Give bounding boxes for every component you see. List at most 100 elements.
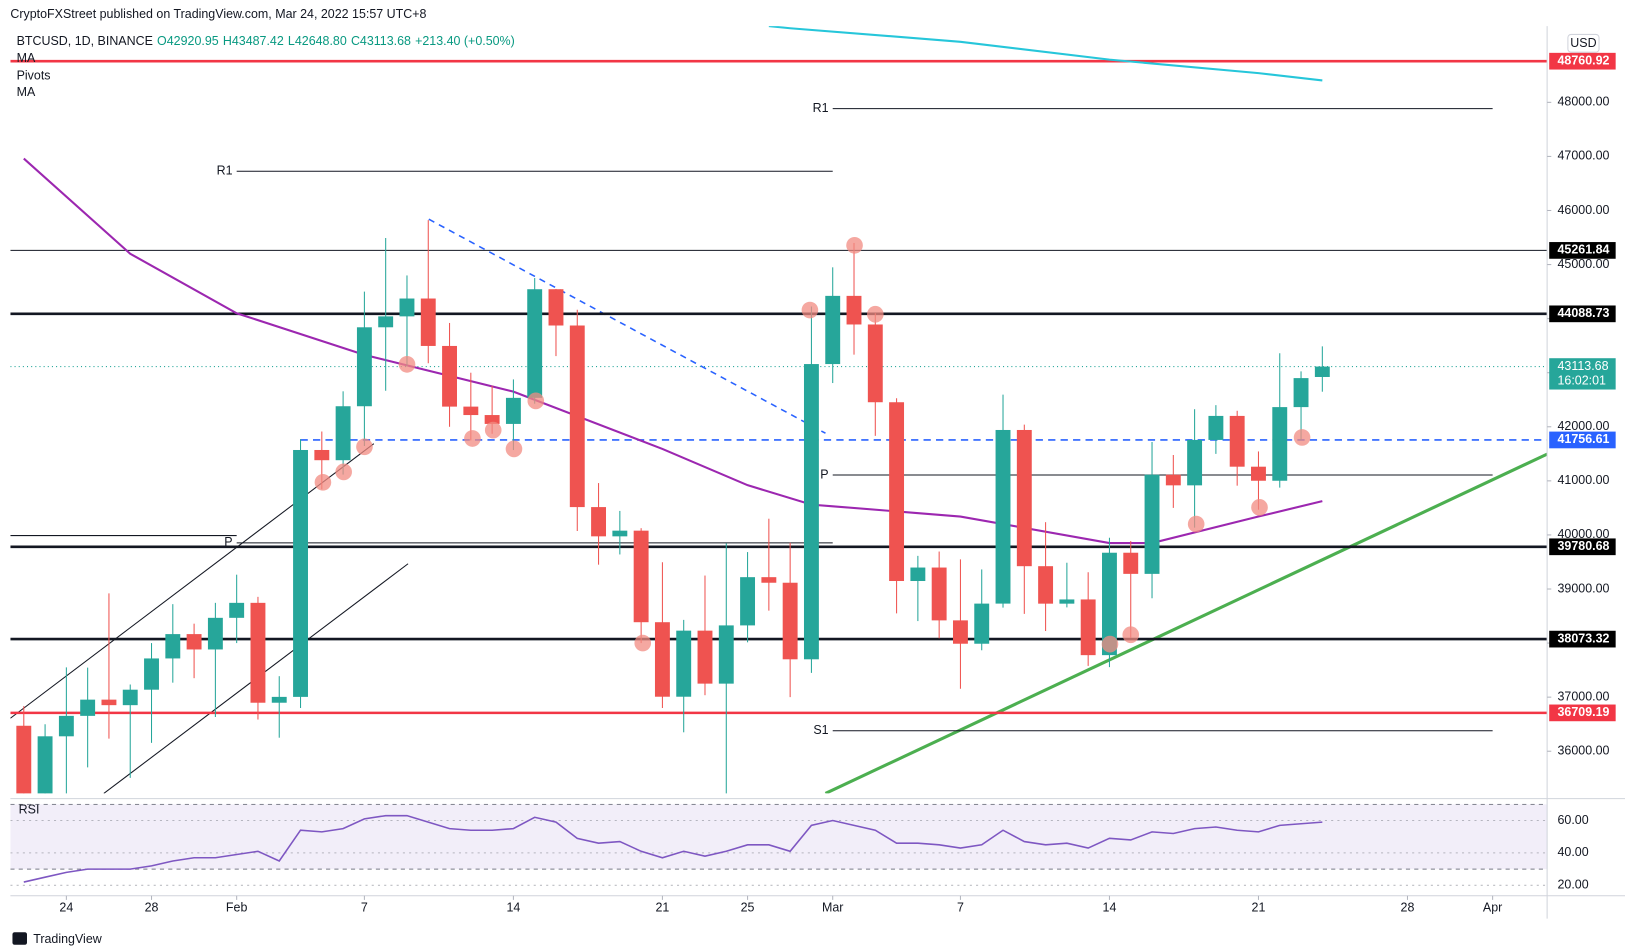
candle-body <box>1187 439 1203 486</box>
x-tick-label: 14 <box>1103 901 1117 915</box>
level-label-box <box>1549 52 1616 70</box>
pivot-label: R1 <box>813 101 829 115</box>
x-tick-label: 24 <box>59 901 73 915</box>
candle-body <box>293 449 308 697</box>
candle-body <box>505 397 521 424</box>
pivot-label: R1 <box>217 164 233 178</box>
x-tick-label: 21 <box>655 901 669 915</box>
brand: TradingView <box>33 932 102 946</box>
x-tick-label: 28 <box>145 901 159 915</box>
price-pane: R1 P R1 P S1 <box>10 59 1548 794</box>
candle-body <box>889 402 905 582</box>
candle-body <box>335 406 351 461</box>
candle-body <box>676 630 692 697</box>
candle-body <box>591 507 607 537</box>
change: +213.40 (+0.50%) <box>415 34 515 48</box>
candle-body <box>463 406 479 416</box>
moving-average <box>768 26 1323 82</box>
candle-body <box>782 582 798 660</box>
candle-body <box>442 345 457 407</box>
candle-body <box>1251 466 1266 481</box>
y-tick-label: 47000.00 <box>1558 149 1610 163</box>
pivot-label: P <box>224 535 232 549</box>
pivot-label: P <box>820 467 828 481</box>
last-price-label: 43113.68 <box>1558 359 1609 373</box>
candle-body <box>612 530 628 537</box>
candle-body <box>1123 552 1139 574</box>
x-tick-label: Apr <box>1483 901 1502 915</box>
candle-body <box>846 295 862 325</box>
rsi-tick-label: 20.00 <box>1558 878 1589 892</box>
candle-body <box>399 298 415 317</box>
markers <box>314 236 1311 653</box>
candle-body <box>207 617 223 650</box>
candle-body <box>229 602 245 618</box>
candle-body <box>974 603 990 644</box>
level-label-box <box>1549 431 1616 449</box>
published: CryptoFXStreet published on TradingView.… <box>10 7 426 21</box>
candle-body <box>1102 552 1117 656</box>
level-label-box <box>1549 630 1616 648</box>
symbol: BTCUSD, 1D, BINANCE <box>17 34 153 48</box>
candle-body <box>803 364 819 660</box>
trend-line <box>824 452 1548 794</box>
candle-body <box>527 289 543 398</box>
x-tick-label: Mar <box>822 901 843 915</box>
indicator: Pivots <box>17 68 51 82</box>
y-tick-label: 48000.00 <box>1558 95 1610 109</box>
candle-body <box>697 630 713 684</box>
level-label: 36709.19 <box>1558 705 1610 719</box>
x-tick-label: 14 <box>506 901 520 915</box>
x-tick-label: 28 <box>1401 901 1415 915</box>
candle-body <box>101 699 117 706</box>
candle-body <box>1229 415 1245 467</box>
y-tick-label: 46000.00 <box>1558 203 1610 217</box>
candle-body <box>1059 599 1075 604</box>
candle-body <box>761 577 777 583</box>
level-label-box <box>1549 242 1616 259</box>
y-tick-label: 40000.00 <box>1558 527 1610 541</box>
candle-body <box>250 602 266 703</box>
level-label: 38073.32 <box>1558 631 1610 645</box>
axes <box>10 26 1625 919</box>
candle-body <box>952 620 968 644</box>
currency: USD <box>1570 36 1596 50</box>
candle-body <box>1080 599 1096 656</box>
close: C43113.68 <box>351 34 411 48</box>
candle-body <box>165 634 181 659</box>
countdown: 16:02:01 <box>1558 373 1607 387</box>
candle-body <box>1016 429 1032 567</box>
indicator: MA <box>17 85 36 99</box>
level-label: 44088.73 <box>1558 306 1610 320</box>
pivot-label: S1 <box>813 723 828 737</box>
indicator: MA <box>17 51 36 65</box>
level-label: 41756.61 <box>1558 432 1610 446</box>
open: O42920.95 <box>157 34 219 48</box>
x-tick-label: 7 <box>361 901 368 915</box>
candle-body <box>37 736 53 794</box>
candle-body <box>910 567 926 582</box>
rsi-pane <box>10 803 1548 886</box>
candle-body <box>122 689 138 706</box>
candle-body <box>995 429 1011 604</box>
candle-body <box>356 327 372 407</box>
candle-body <box>548 289 564 326</box>
candle-body <box>633 530 649 623</box>
candle-body <box>654 622 670 697</box>
candle-body <box>186 634 202 650</box>
y-tick-label: 42000.00 <box>1558 419 1610 433</box>
y-tick-label: 36000.00 <box>1558 744 1610 758</box>
candle-body <box>931 567 947 621</box>
candle-body <box>1038 566 1054 604</box>
logo <box>12 932 27 945</box>
candle-body <box>314 449 330 461</box>
y-tick-label: 37000.00 <box>1558 689 1610 703</box>
candle-body <box>16 725 32 794</box>
x-tick-label: Feb <box>226 901 248 915</box>
header: BTCUSD, 1D, BINANCE O42920.95 H43487.42 L42… <box>17 34 515 48</box>
last-price-box <box>1549 358 1616 390</box>
channel-line <box>10 443 375 719</box>
candle-body <box>1208 415 1224 440</box>
candle-body <box>740 577 756 626</box>
